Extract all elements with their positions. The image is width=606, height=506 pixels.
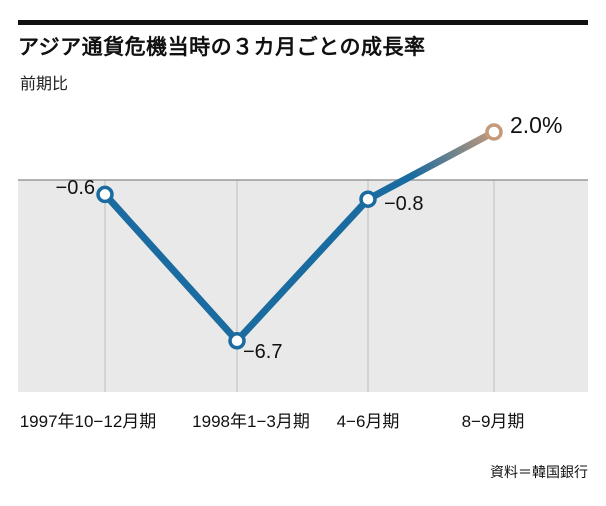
chart-subtitle: 前期比 [20,76,69,93]
chart-title: アジア通貨危機当時の３カ月ごとの成長率 [18,36,426,59]
point-label-1998-q1: −6.7 [243,341,283,363]
x-axis-label-1998-q1: 1998年1−3月期 [192,412,310,431]
data-point-marker [359,190,377,208]
series-segment [364,128,498,203]
below-zero-area [18,180,588,392]
series-segment [233,195,372,345]
data-point-marker [228,332,246,350]
source-credit: 資料＝韓国銀行 [490,464,588,480]
growth-rate-line-chart [18,123,588,392]
point-label-1998-q3: 2.0% [510,112,563,138]
top-rule [18,20,588,25]
data-point-marker [485,123,503,141]
x-axis-label-1998-q3: 8−9月期 [461,412,525,431]
point-label-1998-q2: −0.8 [384,193,424,215]
point-label-1997-q4: −0.6 [55,177,95,199]
x-axis-label-1997-q4: 1997年10−12月期 [19,412,157,431]
series-segment [101,190,241,345]
x-axis-label-1998-q2: 4−6月期 [336,412,400,431]
data-point-marker [96,185,114,204]
